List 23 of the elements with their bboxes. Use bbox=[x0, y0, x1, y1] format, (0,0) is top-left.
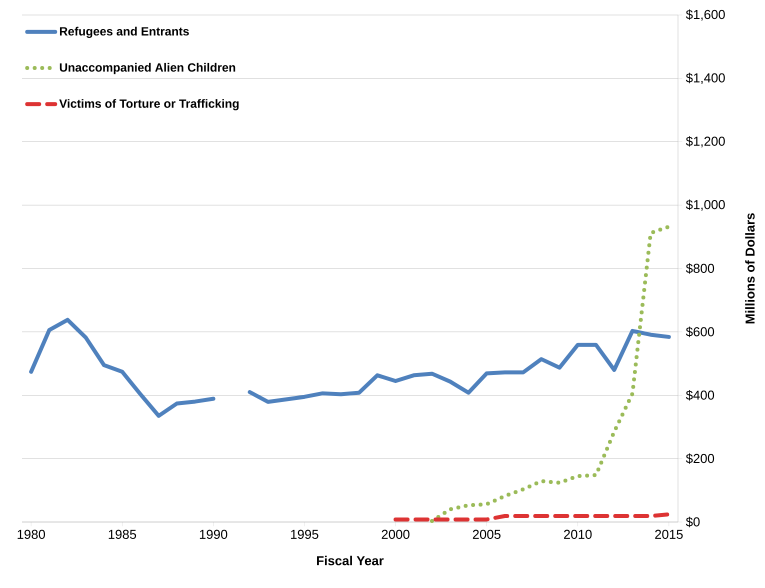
x-tick-label: 2000 bbox=[382, 530, 410, 539]
x-axis-title: Fiscal Year bbox=[317, 556, 384, 566]
y-tick-label: $1,200 bbox=[686, 136, 725, 148]
y-tick-label: $800 bbox=[686, 263, 714, 274]
x-tick-label: 2015 bbox=[655, 530, 683, 539]
legend-label: Victims of Torture or Trafficking bbox=[59, 99, 239, 110]
x-tick-label: 1990 bbox=[200, 530, 228, 539]
x-tick-label: 2005 bbox=[472, 530, 501, 539]
y-tick-label: $1,400 bbox=[686, 72, 725, 84]
x-tick-label: 1980 bbox=[18, 530, 46, 539]
y-axis-title: Millions of Dollars bbox=[745, 213, 755, 324]
y-tick-label: $1,600 bbox=[686, 9, 725, 21]
line-series bbox=[430, 224, 671, 524]
y-tick-label: $1,000 bbox=[686, 199, 725, 211]
x-tick-label: 2010 bbox=[564, 530, 592, 539]
y-tick-label: $0 bbox=[686, 516, 700, 528]
y-tick-label: $400 bbox=[686, 390, 714, 400]
legend-label: Refugees and Entrants bbox=[60, 26, 189, 38]
y-tick-label: $600 bbox=[686, 326, 714, 338]
x-tick-label: 1985 bbox=[108, 530, 136, 539]
y-tick-label: $200 bbox=[686, 453, 714, 464]
x-tick-label: 1995 bbox=[291, 530, 318, 539]
legend-label: Unaccompanied Alien Children bbox=[60, 62, 236, 74]
